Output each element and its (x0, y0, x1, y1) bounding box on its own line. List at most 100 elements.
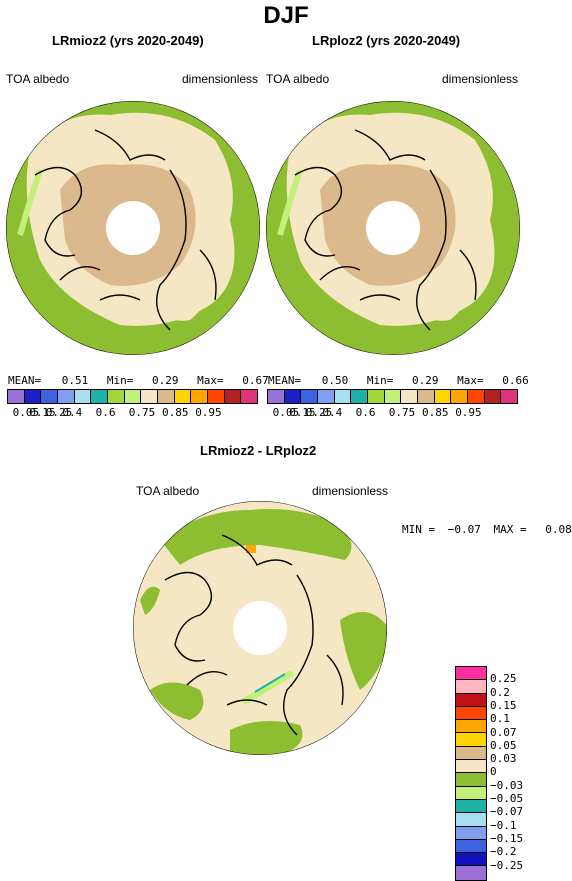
colorbar-tick-label: 0.15 (289, 406, 316, 419)
panel1-min-label: Min= (106, 374, 134, 387)
colorbar-swatch (456, 773, 486, 787)
colorbar-tick-label: 0.25 (305, 406, 333, 419)
panel2-mean: 0.50 (321, 374, 349, 387)
colorbar-swatch (456, 667, 486, 681)
colorbar-swatch (456, 839, 486, 854)
panel1-min: 0.29 (152, 374, 179, 387)
map-difference (133, 501, 387, 755)
panel2-stats: MEAN= 0.50 Min= 0.29 Max= 0.66 (268, 374, 529, 387)
colorbar-swatch (124, 390, 142, 403)
colorbar-swatch (456, 746, 486, 761)
colorbar-swatch (58, 390, 75, 403)
season-title: DJF (263, 2, 309, 29)
colorbar-tick-label: 0.1 (490, 712, 510, 726)
diff-title: LRmioz2 - LRploz2 (200, 443, 317, 458)
colorbar-tick-label: 0.15 (490, 698, 517, 712)
colorbar-swatch (468, 390, 485, 403)
colorbar-swatch (456, 853, 486, 867)
panel1-variable: TOA albedo (6, 72, 70, 86)
diff-units: dimensionless (312, 484, 389, 498)
colorbar-swatch (484, 390, 502, 403)
panel2-min: 0.29 (412, 374, 439, 387)
colorbar-tick-label: 0.95 (195, 406, 222, 419)
panel2-units: dimensionless (442, 72, 519, 86)
panel2-title: LRploz2 (yrs 2020-2049) (312, 33, 461, 48)
colorbar-difference (455, 666, 487, 881)
panel2-max-label: Max= (457, 374, 484, 387)
map-layer (6, 101, 520, 755)
panel1-max: 0.67 (242, 374, 269, 387)
colorbar-swatch (418, 390, 435, 403)
colorbar-swatch (456, 799, 486, 814)
colorbar-tick-label: 0.03 (490, 752, 517, 766)
map-panel1 (6, 101, 260, 355)
colorbar-swatch (501, 390, 518, 403)
colorbar-swatch (401, 390, 419, 403)
colorbar-swatch (451, 390, 469, 403)
colorbar-swatch (24, 390, 42, 403)
colorbar-swatch (208, 390, 225, 403)
colorbar-swatch (456, 826, 486, 840)
colorbar-tick-label: 0.05 (490, 738, 517, 752)
panel1-mean-label: MEAN= (8, 374, 42, 387)
colorbar-tick-label: 0.2 (490, 685, 510, 699)
panel1-stats: MEAN= 0.51 Min= 0.29 Max= 0.67 (8, 374, 269, 387)
colorbar-tick-label: −0.07 (490, 805, 524, 819)
colorbar-tick-label: 0.95 (455, 406, 482, 419)
colorbar-swatch (8, 390, 25, 403)
colorbar-swatch (174, 390, 192, 403)
colorbar-tick-label: −0.1 (490, 818, 517, 832)
colorbar-tick-label: −0.2 (490, 845, 517, 859)
diff-max-label: MAX = (493, 523, 527, 536)
colorbar-tick-label: 0.6 (355, 406, 376, 419)
colorbar-swatch (334, 390, 352, 403)
colorbar-tick-label: 0.85 (422, 406, 449, 419)
colorbar-swatch (224, 390, 242, 403)
colorbar-swatch (268, 390, 285, 403)
diff-min: −0.07 (447, 523, 481, 536)
colorbar-swatch (456, 720, 486, 734)
colorbar-tick-label: 0.15 (29, 406, 56, 419)
colorbar-tick-label: 0 (490, 765, 497, 779)
colorbar-swatch (191, 390, 209, 403)
colorbar-tick-label: −0.03 (490, 778, 524, 792)
panel1-units: dimensionless (182, 72, 259, 86)
colorbar-swatch (456, 866, 486, 880)
colorbar-panel1 (7, 389, 258, 404)
colorbar-swatch (91, 390, 109, 403)
colorbar-tick-label: 0.75 (128, 406, 156, 419)
colorbar-tick-label: 0.05 (272, 406, 300, 419)
colorbar-swatch (456, 786, 486, 800)
colorbar-swatch (434, 390, 452, 403)
colorbar-swatch (158, 390, 175, 403)
colorbar-swatch (141, 390, 159, 403)
colorbar-swatch (284, 390, 302, 403)
diff-variable: TOA albedo (136, 484, 200, 498)
colorbar-tick-label: 0.4 (322, 406, 343, 419)
diff-max: 0.08 (545, 523, 572, 536)
colorbar-swatch (301, 390, 319, 403)
colorbar-tick-label: 0.85 (162, 406, 189, 419)
colorbar-swatch (456, 760, 486, 774)
panel1-title: LRmioz2 (yrs 2020-2049) (52, 33, 204, 48)
colorbar-tick-label: −0.25 (490, 858, 524, 872)
colorbar-tick-label: −0.05 (490, 792, 524, 805)
panel1-mean: 0.51 (61, 374, 89, 387)
panel2-mean-label: MEAN= (268, 374, 302, 387)
colorbar-swatch (351, 390, 369, 403)
colorbar-swatch (456, 680, 486, 694)
panel2-variable: TOA albedo (266, 72, 330, 86)
map-panel2 (266, 101, 520, 355)
colorbar-swatch (318, 390, 335, 403)
colorbar-swatch (108, 390, 125, 403)
colorbar-panel2 (267, 389, 518, 404)
colorbar-tick-label: 0.6 (95, 406, 116, 419)
colorbar-tick-label: 0.25 (490, 672, 517, 686)
colorbar-swatch (368, 390, 385, 403)
colorbar-tick-label: 0.4 (62, 406, 83, 419)
colorbar-swatch (456, 733, 486, 747)
colorbar-tick-label: 0.75 (388, 406, 416, 419)
colorbar-swatch (74, 390, 92, 403)
colorbar-swatch (456, 693, 486, 707)
panel2-max: 0.66 (502, 374, 529, 387)
